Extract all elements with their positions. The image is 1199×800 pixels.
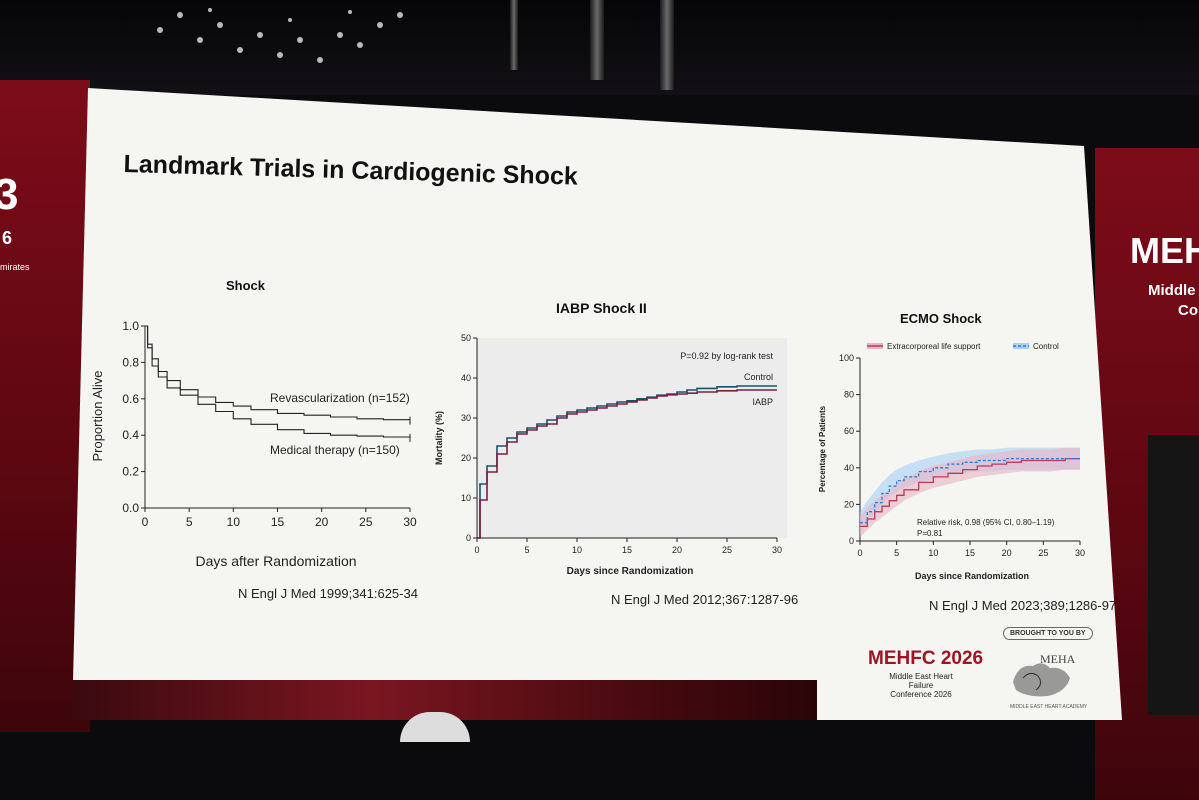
x-tick-label: 30: [1075, 548, 1085, 558]
annotation-pvalue: P=0.92 by log-rank test: [680, 351, 773, 361]
series-label-medical-therapy: Medical therapy (n=150): [270, 443, 400, 457]
chart-3-title: ECMO Shock: [900, 311, 982, 326]
x-axis-label: Days since Randomization: [915, 571, 1029, 581]
y-tick-label: 0: [849, 536, 854, 546]
brought-to-you-by: BROUGHT TO YOU BY: [1003, 627, 1093, 640]
series-line-revascularization: [145, 325, 411, 421]
left-banner-big: 3: [0, 170, 19, 219]
lamp: [660, 0, 674, 90]
x-tick-label: 5: [186, 515, 193, 529]
x-tick-label: 10: [227, 515, 241, 529]
y-tick-label: 60: [844, 426, 854, 436]
meha-logo-icon: [1013, 663, 1070, 697]
series-label-revascularization: Revascularization (n=152): [270, 391, 410, 405]
series-line-medical-therapy: [145, 325, 411, 438]
lamp: [590, 0, 604, 80]
y-tick-label: 1.0: [122, 319, 139, 333]
chandelier: [157, 8, 403, 63]
ci-band-ecls: [860, 447, 1080, 538]
x-tick-label: 0: [474, 545, 479, 555]
y-tick-label: 0.4: [122, 428, 139, 442]
x-tick-label: 30: [772, 545, 782, 555]
series-line-control: [860, 457, 1080, 524]
x-tick-label: 10: [928, 548, 938, 558]
series-label-control: Control: [744, 372, 773, 382]
x-tick-label: 0: [857, 548, 862, 558]
right-banner-sub-2: Co: [1178, 302, 1198, 319]
y-axis-label: Proportion Alive: [90, 370, 105, 461]
left-banner-year: 6: [2, 228, 13, 248]
right-banner-sub-1: Middle: [1148, 282, 1196, 299]
x-tick-label: 0: [142, 515, 149, 529]
ecmo-chart: 0 5 10 15 20 25 30 0 20 40 60 80 100 Extracorporeal …: [818, 342, 1085, 581]
y-tick-label: 0.8: [122, 355, 139, 369]
x-tick-label: 25: [722, 545, 732, 555]
chart-2-citation: N Engl J Med 2012;367:1287-96: [611, 592, 799, 607]
left-banner-sub: mirates: [0, 262, 30, 272]
series-label-iabp: IABP: [752, 397, 773, 407]
x-tick-label: 30: [403, 515, 417, 529]
x-tick-label: 5: [894, 548, 899, 558]
y-tick-label: 80: [844, 390, 854, 400]
chart-1-citation: N Engl J Med 1999;341:625-34: [238, 586, 418, 601]
side-screen: [1148, 435, 1199, 715]
series-line-control: [477, 385, 777, 539]
x-tick-label: 15: [965, 548, 975, 558]
y-tick-label: 100: [839, 353, 854, 363]
y-tick-label: 0: [466, 533, 471, 543]
chart-3-citation: N Engl J Med 2023;389;1286-97: [929, 598, 1117, 613]
legend-label-control: Control: [1033, 342, 1059, 351]
x-axis-label: Days since Randomization: [567, 566, 694, 577]
meha-logo-sub: MIDDLE EAST HEART ACADEMY: [1010, 704, 1088, 710]
mehfc-sub-line-1: Middle East Heart Failure: [889, 672, 953, 690]
mehfc-sub-line-2: Conference 2026: [890, 690, 952, 699]
y-tick-label: 20: [844, 499, 854, 509]
annotation-pvalue: P=0.81: [917, 529, 943, 538]
y-tick-label: 40: [844, 463, 854, 473]
plot-background: [477, 338, 787, 538]
legend: Extracorporeal life support Control: [867, 342, 1059, 351]
y-tick-label: 30: [461, 413, 471, 423]
x-tick-label: 20: [315, 515, 329, 529]
x-tick-label: 20: [1002, 548, 1012, 558]
x-tick-label: 15: [271, 515, 285, 529]
x-tick-label: 25: [1038, 548, 1048, 558]
y-tick-label: 40: [461, 373, 471, 383]
y-axis-label: Mortality (%): [434, 411, 444, 465]
series-line-ecls: [860, 457, 1080, 528]
chart-2-title: IABP Shock II: [556, 300, 647, 316]
series-line-iabp: [477, 389, 777, 539]
y-tick-label: 0.6: [122, 392, 139, 406]
y-tick-label: 10: [461, 493, 471, 503]
x-axis-label: Days after Randomization: [195, 553, 356, 569]
x-tick-label: 20: [672, 545, 682, 555]
shock-chart: 0 5 10 15 20 25 30 0.0 0.2 0.4 0.6 0.8 1.0 Days afte…: [90, 319, 417, 569]
y-tick-label: 0.2: [122, 465, 139, 479]
x-tick-label: 15: [622, 545, 632, 555]
x-tick-label: 25: [359, 515, 373, 529]
y-tick-label: 20: [461, 453, 471, 463]
lamp: [510, 0, 518, 70]
y-tick-label: 50: [461, 333, 471, 343]
legend-label-ecls: Extracorporeal life support: [887, 342, 981, 351]
mehfc-logo-sub: Middle East Heart Failure Conference 202…: [876, 672, 966, 699]
x-tick-label: 10: [572, 545, 582, 555]
right-banner-brand: MEH: [1130, 230, 1199, 271]
y-axis-label: Percentage of Patients: [818, 405, 827, 492]
x-tick-label: 5: [524, 545, 529, 555]
meha-logo-text: MEHA: [1040, 652, 1076, 666]
y-tick-label: 0.0: [122, 501, 139, 515]
mehfc-logo-text: MEHFC 2026: [868, 648, 984, 669]
annotation-relative-risk: Relative risk, 0.98 (95% CI, 0.80–1.19): [917, 518, 1055, 527]
chart-1-title: Shock: [226, 278, 266, 293]
iabp-chart: 0 5 10 15 20 25 30 0 10 20 30 40 50 P=0.92 by log-ra…: [434, 333, 787, 577]
